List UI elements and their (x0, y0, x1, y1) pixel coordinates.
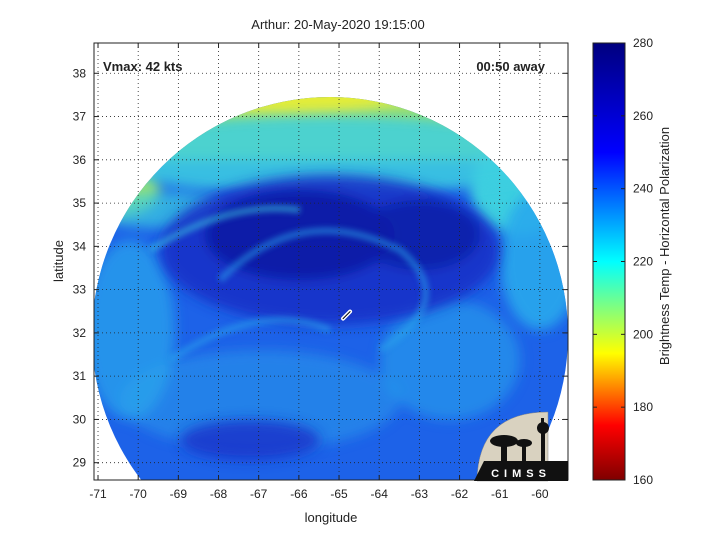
lon-tick-label: -69 (170, 487, 188, 501)
map-axes-frame (93, 42, 569, 481)
spiral-bands (148, 204, 430, 363)
latitude-ticks: 29 30 31 32 33 34 35 36 37 38 (73, 66, 568, 470)
colorbar-tick-label: 160 (633, 473, 653, 487)
colorbar-tick-label: 260 (633, 109, 653, 123)
lat-tick-label: 34 (73, 239, 87, 253)
colorbar-tick-label: 180 (633, 400, 653, 414)
lat-tick-label: 35 (73, 196, 87, 210)
lon-tick-label: -60 (531, 487, 549, 501)
colorbar-tick-label: 240 (633, 182, 653, 196)
lat-tick-label: 32 (73, 326, 87, 340)
lat-tick-label: 30 (73, 412, 87, 426)
cimss-logo: CIMSS (474, 411, 568, 482)
lon-tick-label: -71 (89, 487, 107, 501)
lon-tick-label: -61 (491, 487, 509, 501)
lat-lon-grid (94, 43, 568, 480)
vmax-label: Vmax: 42 kts (103, 59, 183, 74)
satellite-swath (94, 97, 568, 480)
lon-tick-label: -67 (250, 487, 268, 501)
lon-tick-label: -66 (290, 487, 308, 501)
lon-tick-label: -63 (411, 487, 429, 501)
time-away-label: 00:50 away (476, 59, 545, 74)
lon-tick-label: -62 (451, 487, 469, 501)
lon-tick-label: -68 (210, 487, 228, 501)
cimss-logo-text: CIMSS (491, 468, 551, 480)
storm-center-marker (341, 309, 353, 321)
lat-tick-label: 38 (73, 66, 87, 80)
figure-title: Arthur: 20-May-2020 19:15:00 (251, 17, 424, 32)
lat-tick-label: 37 (73, 110, 87, 124)
lat-tick-label: 36 (73, 153, 87, 167)
lat-tick-label: 29 (73, 456, 87, 470)
lat-tick-label: 33 (73, 283, 87, 297)
transition-zone (94, 115, 568, 450)
y-axis-label: latitude (51, 240, 66, 282)
colorbar-tick-label: 220 (633, 255, 653, 269)
lon-tick-label: -64 (371, 487, 389, 501)
colorbar-tick-label: 280 (633, 36, 653, 50)
lat-tick-label: 31 (73, 369, 87, 383)
colorbar-ticks: 160 180 200 220 240 260 280 (593, 36, 653, 487)
x-axis-label: longitude (305, 510, 358, 525)
longitude-ticks: -71 -70 -69 -68 -67 -66 -65 -64 -63 -62 -61 -60 (89, 43, 549, 501)
lon-tick-label: -70 (130, 487, 148, 501)
colorbar-tick-label: 200 (633, 327, 653, 341)
colorbar-label: Brightness Temp - Horizontal Polarizatio… (657, 127, 672, 365)
lon-tick-label: -65 (330, 487, 348, 501)
colorbar (592, 42, 626, 481)
